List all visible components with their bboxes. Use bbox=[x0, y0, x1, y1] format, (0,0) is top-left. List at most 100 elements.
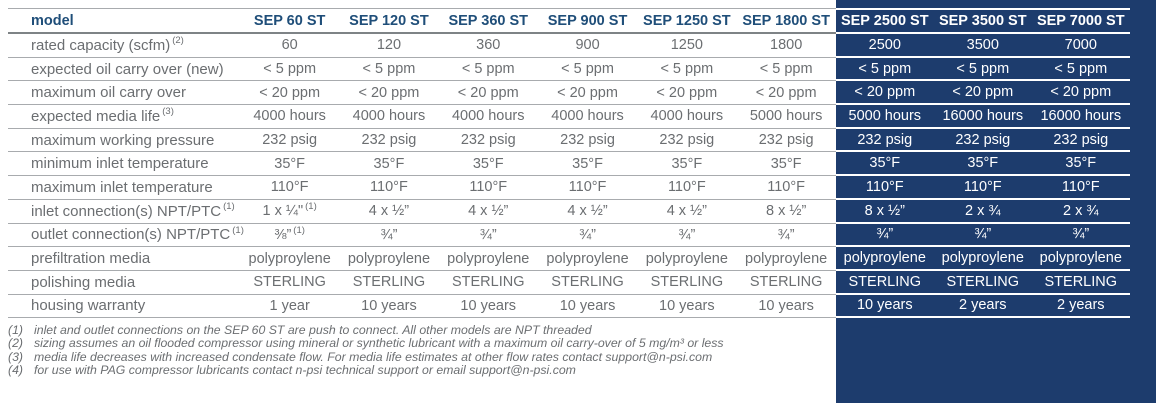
table-cell: 232 psig bbox=[736, 129, 836, 153]
table-cell: 35°F bbox=[933, 152, 1032, 177]
row-label: rated capacity (scfm) (2) bbox=[8, 34, 240, 58]
table-cell: 5000 hours bbox=[736, 105, 836, 129]
row-label: inlet connection(s) NPT/PTC (1) bbox=[8, 200, 240, 224]
table-cell: 232 psig bbox=[240, 129, 340, 153]
table-cell: polyproylene bbox=[637, 247, 737, 271]
table-cell: 110°F bbox=[1031, 176, 1130, 200]
table-cell: < 5 ppm bbox=[537, 58, 638, 82]
table-cell: 35°F bbox=[537, 152, 638, 177]
column-header-sep-60-st: SEP 60 ST bbox=[240, 8, 340, 34]
table-row-housing-warranty: housing warranty 1 year 10 years 10 year… bbox=[8, 295, 1130, 319]
table-cell: 120 bbox=[339, 34, 439, 58]
table-row-prefiltration-media: prefiltration media polyproylene polypro… bbox=[8, 247, 1130, 271]
table-row-maximum-oil-carry-over: maximum oil carry over < 20 ppm < 20 ppm… bbox=[8, 81, 1130, 106]
table-cell: < 5 ppm bbox=[637, 58, 737, 82]
table-cell: STERLING bbox=[933, 271, 1032, 295]
table-cell: STERLING bbox=[835, 271, 934, 295]
table-cell: 232 psig bbox=[637, 129, 737, 153]
row-label: expected oil carry over (new) bbox=[8, 58, 240, 82]
footnote-2: (2) sizing assumes an oil flooded compre… bbox=[8, 336, 818, 351]
table-cell: 1800 bbox=[736, 34, 836, 58]
footnote-number: (4) bbox=[8, 363, 24, 378]
table-cell: 2 years bbox=[933, 295, 1032, 319]
table-cell: 1250 bbox=[637, 34, 737, 58]
table-cell: 232 psig bbox=[1031, 129, 1130, 153]
table-cell: STERLING bbox=[537, 271, 638, 295]
column-header-sep-2500-st: SEP 2500 ST bbox=[835, 8, 934, 34]
column-header-sep-1800-st: SEP 1800 ST bbox=[736, 8, 836, 34]
table-cell: 7000 bbox=[1031, 34, 1130, 58]
table-cell: 110°F bbox=[736, 176, 836, 200]
column-header-sep-120-st: SEP 120 ST bbox=[339, 8, 439, 34]
table-cell: 60 bbox=[240, 34, 340, 58]
row-label: polishing media bbox=[8, 271, 240, 295]
table-cell: < 5 ppm bbox=[339, 58, 439, 82]
table-cell: 360 bbox=[438, 34, 538, 58]
footnote-text: sizing assumes an oil flooded compressor… bbox=[34, 336, 724, 351]
footnote-text: for use with PAG compressor lubricants c… bbox=[34, 363, 576, 378]
table-cell: 4000 hours bbox=[537, 105, 638, 129]
row-label: maximum working pressure bbox=[8, 129, 240, 153]
column-header-sep-7000-st: SEP 7000 ST bbox=[1031, 8, 1130, 34]
table-cell: ¾” bbox=[1031, 224, 1130, 248]
row-label: minimum inlet temperature bbox=[8, 152, 240, 177]
table-cell: ¾” bbox=[933, 224, 1032, 248]
table-cell: 4 x ½” bbox=[339, 200, 439, 224]
table-cell: < 20 ppm bbox=[537, 81, 638, 106]
column-header-sep-1250-st: SEP 1250 ST bbox=[637, 8, 737, 34]
dark-panel-background bbox=[836, 0, 1156, 403]
table-row-rated-capacity: rated capacity (scfm) (2) 60 120 360 900 … bbox=[8, 34, 1130, 58]
table-cell: ⅜” (1) bbox=[240, 224, 340, 248]
row-label: maximum inlet temperature bbox=[8, 176, 240, 200]
table-cell: ¾” bbox=[736, 224, 836, 248]
row-label: housing warranty bbox=[8, 295, 240, 319]
table-cell: 232 psig bbox=[438, 129, 538, 153]
table-cell: 10 years bbox=[339, 295, 439, 319]
table-cell: < 20 ppm bbox=[438, 81, 538, 106]
column-header-sep-3500-st: SEP 3500 ST bbox=[933, 8, 1032, 34]
table-cell: 110°F bbox=[637, 176, 737, 200]
row-label: outlet connection(s) NPT/PTC (1) bbox=[8, 224, 244, 248]
table-cell: 4000 hours bbox=[637, 105, 737, 129]
table-cell: polyproylene bbox=[736, 247, 836, 271]
table-cell: < 5 ppm bbox=[933, 58, 1032, 82]
table-cell: ¾” bbox=[835, 224, 934, 248]
table-row-expected-media-life: expected media life (3) 4000 hours 4000 h… bbox=[8, 105, 1130, 129]
table-cell: 900 bbox=[537, 34, 638, 58]
table-cell: 4 x ½” bbox=[537, 200, 638, 224]
table-cell: 3500 bbox=[933, 34, 1032, 58]
table-cell: 4 x ½” bbox=[637, 200, 737, 224]
table-cell: 35°F bbox=[240, 152, 340, 177]
column-header-sep-360-st: SEP 360 ST bbox=[438, 8, 538, 34]
table-cell: 10 years bbox=[438, 295, 538, 319]
table-cell: 10 years bbox=[736, 295, 836, 319]
table-cell: 110°F bbox=[339, 176, 439, 200]
table-cell: STERLING bbox=[637, 271, 737, 295]
table-row-maximum-working-pressure: maximum working pressure 232 psig 232 ps… bbox=[8, 129, 1130, 153]
table-cell: 4000 hours bbox=[339, 105, 439, 129]
table-cell: 1 year bbox=[240, 295, 340, 319]
table-cell: ¾” bbox=[339, 224, 439, 248]
table-cell: < 20 ppm bbox=[339, 81, 439, 106]
model-header: model bbox=[8, 8, 240, 34]
table-cell: 8 x ½” bbox=[835, 200, 934, 224]
column-header-sep-900-st: SEP 900 ST bbox=[537, 8, 638, 34]
table-cell: 35°F bbox=[637, 152, 737, 177]
table-cell: 232 psig bbox=[339, 129, 439, 153]
table-cell: < 20 ppm bbox=[240, 81, 340, 106]
table-cell: ¾” bbox=[438, 224, 538, 248]
table-cell: 35°F bbox=[736, 152, 836, 177]
table-row-minimum-inlet-temperature: minimum inlet temperature 35°F 35°F 35°F… bbox=[8, 152, 1130, 177]
table-cell: 10 years bbox=[835, 295, 934, 319]
table-cell: 16000 hours bbox=[1031, 105, 1130, 129]
table-cell: < 20 ppm bbox=[1031, 81, 1130, 106]
footnote-1: (1) inlet and outlet connections on the … bbox=[8, 323, 818, 337]
table-cell: 2 x ¾ bbox=[933, 200, 1032, 224]
table-row-outlet-connections: outlet connection(s) NPT/PTC (1) ⅜” (1) ¾”… bbox=[8, 224, 1130, 248]
table-cell: polyproylene bbox=[240, 247, 340, 271]
table-cell: polyproylene bbox=[835, 247, 934, 271]
table-cell: < 20 ppm bbox=[637, 81, 737, 106]
table-cell: < 5 ppm bbox=[835, 58, 934, 82]
table-cell: 10 years bbox=[637, 295, 737, 319]
